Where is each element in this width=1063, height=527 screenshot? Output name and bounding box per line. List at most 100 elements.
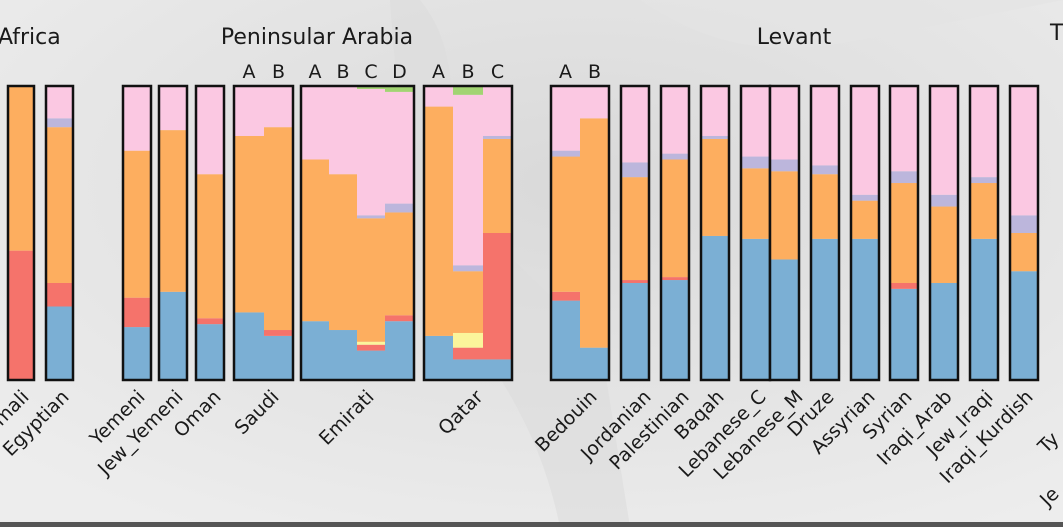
bar-segment-Druze-0-pink — [811, 86, 839, 166]
bar-segment-Egyptian-0-orange — [46, 127, 73, 283]
subgroup-label-Saudi-A: A — [243, 61, 256, 83]
bar-segment-Emirati-0-orange — [301, 159, 329, 322]
bar-segment-Emirati-2-orange — [357, 218, 385, 342]
bar-frame-Egyptian — [44, 84, 75, 382]
bar-segment-Druze-0-orange — [811, 174, 839, 239]
bar-segment-Jew_Yemeni-0-blue — [159, 291, 187, 380]
bar-segment-Palestinian-0-blue — [661, 280, 689, 380]
bar-segment-Saudi-1-orange — [264, 127, 293, 331]
bar-segment-Qatar-1-green — [453, 86, 483, 95]
bar-segment-Emirati-3-pink — [385, 91, 414, 204]
bar-frame-Bedouin — [549, 84, 611, 382]
bar-frame-Lebanese_M — [768, 84, 801, 382]
bar-segment-Qatar-2-pink — [483, 86, 512, 136]
bar-segment-Qatar-0-pink — [424, 86, 453, 107]
bar-segment-Egyptian-0-blue — [46, 306, 73, 380]
bar-segment-Assyrian-0-orange — [851, 200, 879, 239]
bar-segment-Jew_Iraqi-0-purple — [970, 177, 998, 184]
bar-frame-Jew_Iraqi — [968, 84, 1000, 382]
bar-segment-Lebanese_C-0-pink — [741, 86, 770, 157]
bar-segment-Qatar-1-orange — [453, 271, 483, 333]
bar-segment-Syrian-0-orange — [890, 183, 918, 283]
bar-segment-Emirati-2-green — [357, 86, 385, 89]
bar-segment-Oman-0-orange — [196, 174, 224, 319]
bar-segment-Palestinian-0-pink — [661, 86, 689, 154]
bar-segment-Assyrian-0-pink — [851, 86, 879, 195]
bar-frame-Baqah — [699, 84, 731, 382]
bar-frame-Yemeni — [121, 84, 153, 382]
population-label-Emirati: Emirati — [315, 386, 379, 450]
bar-segment-Saudi-0-pink — [234, 86, 264, 136]
bar-segment-mali-0-orange — [8, 86, 34, 251]
bar-segment-Emirati-2-purple — [357, 215, 385, 219]
region-title-peninsular-arabia: Peninsular Arabia — [221, 25, 413, 50]
bar-segment-Emirati-3-blue — [385, 321, 414, 380]
bar-frame-Oman — [194, 84, 226, 382]
bar-frame-Druze — [809, 84, 841, 382]
bar-segment-Iraqi_Kurdish-0-orange — [1010, 233, 1038, 272]
bar-segment-Iraqi_Arab-0-purple — [930, 194, 958, 207]
bar-frame-Palestinian — [659, 84, 691, 382]
bar-frame-Syrian — [888, 84, 920, 382]
region-title-levant: Levant — [757, 25, 832, 50]
bar-segment-Saudi-1-blue — [264, 335, 293, 380]
population-label-Ty: Ty — [1033, 428, 1063, 458]
bar-segment-Emirati-3-red — [385, 315, 414, 322]
subgroup-label-Saudi-B: B — [272, 61, 285, 83]
bar-segment-Qatar-0-blue — [424, 335, 453, 380]
bar-segment-Emirati-1-pink — [329, 86, 357, 175]
bar-segment-Lebanese_C-0-orange — [741, 168, 770, 239]
region-title-t: T — [1049, 21, 1063, 46]
bar-frame-Iraqi_Arab — [928, 84, 960, 382]
bar-segment-Iraqi_Arab-0-blue — [930, 282, 958, 380]
bar-segment-Iraqi_Arab-0-pink — [930, 86, 958, 195]
region-title-africa: Africa — [0, 25, 61, 50]
bar-segment-Qatar-2-red — [483, 233, 512, 360]
bar-segment-Syrian-0-red — [890, 282, 918, 289]
bar-segment-Jordanian-0-purple — [621, 162, 649, 178]
bar-segment-Lebanese_M-0-orange — [770, 171, 799, 260]
bar-segment-Saudi-1-red — [264, 330, 293, 336]
bar-segment-Bedouin-0-red — [551, 291, 580, 301]
bar-segment-Iraqi_Kurdish-0-purple — [1010, 215, 1038, 233]
bar-segment-Iraqi_Kurdish-0-blue — [1010, 271, 1038, 380]
bar-segment-Emirati-2-pink — [357, 88, 385, 216]
bar-segment-Jew_Iraqi-0-pink — [970, 86, 998, 178]
bar-segment-Qatar-1-blue — [453, 359, 483, 380]
subgroup-label-Bedouin-A: A — [559, 61, 572, 83]
bar-segment-Palestinian-0-orange — [661, 159, 689, 278]
bar-segment-Jordanian-0-pink — [621, 86, 649, 163]
bar-segment-Lebanese_C-0-blue — [741, 238, 770, 380]
bar-segment-Yemeni-0-pink — [123, 86, 151, 151]
bar-segment-Emirati-2-yellow — [357, 341, 385, 345]
bar-segment-Iraqi_Kurdish-0-pink — [1010, 86, 1038, 216]
population-label-Qatar: Qatar — [434, 386, 488, 440]
bar-segment-Egyptian-0-pink — [46, 86, 73, 119]
bar-segment-Assyrian-0-blue — [851, 238, 879, 380]
bar-segment-Emirati-3-green — [385, 86, 414, 92]
bar-segment-Bedouin-0-orange — [551, 156, 580, 292]
bar-segment-mali-0-red — [8, 250, 34, 380]
bar-segment-Baqah-0-purple — [701, 135, 729, 139]
bar-frame-Assyrian — [849, 84, 881, 382]
bar-segment-Baqah-0-pink — [701, 86, 729, 136]
bar-segment-Oman-0-blue — [196, 324, 224, 380]
bar-segment-Baqah-0-blue — [701, 235, 729, 380]
bar-segment-Qatar-1-purple — [453, 265, 483, 272]
subgroup-label-Emirati-D: D — [392, 61, 407, 83]
bar-segment-Qatar-2-orange — [483, 138, 512, 233]
bar-segment-Qatar-2-purple — [483, 135, 512, 139]
bar-segment-Iraqi_Arab-0-orange — [930, 206, 958, 283]
bar-segment-Qatar-2-blue — [483, 359, 512, 380]
bar-segment-Qatar-1-red — [453, 347, 483, 360]
bar-segment-Emirati-0-pink — [301, 86, 329, 160]
bar-segment-Emirati-3-purple — [385, 203, 414, 213]
bar-segment-Jew_Iraqi-0-orange — [970, 183, 998, 239]
bar-frame-Qatar — [422, 84, 514, 382]
bar-segment-Lebanese_C-0-purple — [741, 156, 770, 169]
bar-segment-Bedouin-1-pink — [580, 86, 609, 119]
bar-segment-Palestinian-0-purple — [661, 153, 689, 160]
subgroup-label-Emirati-C: C — [364, 61, 377, 83]
bar-segment-Oman-0-red — [196, 318, 224, 325]
